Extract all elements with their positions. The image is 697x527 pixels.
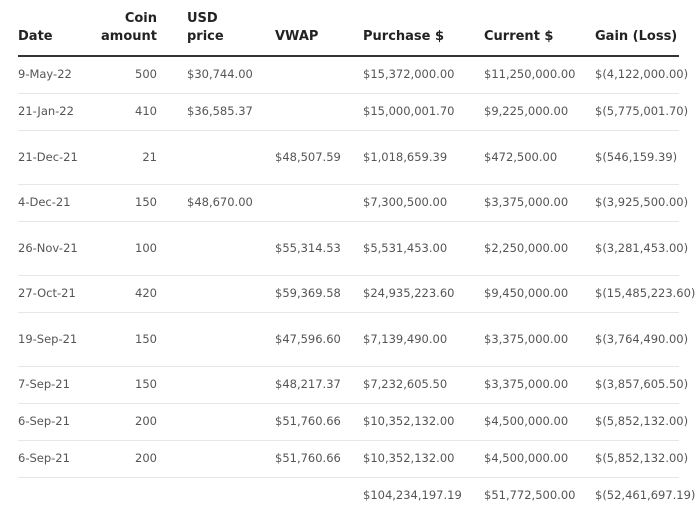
cell-current: $4,500,000.00	[450, 440, 568, 478]
header-current: Current $	[450, 0, 561, 57]
header-vwap: VWAP	[245, 0, 333, 57]
cell-coin-amount: 150	[80, 184, 157, 222]
cell-gain-loss: $(5,852,132.00)	[561, 403, 688, 441]
cell-date: 6-Sep-21	[18, 403, 80, 441]
header-usd-price: USD price	[157, 0, 245, 57]
cell-vwap: $55,314.53	[245, 221, 341, 276]
cell-coin-amount: 410	[80, 93, 157, 131]
cell-current: $2,250,000.00	[450, 221, 568, 276]
holdings-table-container: Date Coin amount USD price VWAP Purchase…	[18, 0, 696, 514]
table-row: 4-Dec-21 150 $48,670.00 $7,300,500.00 $3…	[18, 184, 688, 222]
table-row: 21-Dec-21 21 $48,507.59 $1,018,659.39 $4…	[18, 130, 679, 185]
table-row: 27-Oct-21 420 $59,369.58 $24,935,223.60 …	[18, 275, 695, 313]
total-purchase: $104,234,197.19	[363, 488, 462, 503]
cell-current: $3,375,000.00	[450, 184, 568, 222]
cell-gain-loss: $(3,764,490.00)	[561, 312, 688, 367]
cell-usd-price	[157, 221, 245, 276]
cell-coin-amount: 420	[80, 275, 157, 313]
cell-coin-amount: 200	[80, 440, 157, 478]
cell-date: 21-Jan-22	[18, 93, 80, 131]
cell-current: $3,375,000.00	[450, 312, 568, 367]
cell-gain-loss: $(5,852,132.00)	[561, 440, 688, 478]
cell-current: $9,225,000.00	[450, 93, 568, 131]
cell-usd-price	[157, 366, 245, 404]
table-row: 19-Sep-21 150 $47,596.60 $7,139,490.00 $…	[18, 312, 688, 367]
table-header-row: Date Coin amount USD price VWAP Purchase…	[18, 0, 679, 57]
cell-gain-loss: $(5,775,001.70)	[561, 93, 688, 131]
total-gain-loss: $(52,461,697.19)	[595, 488, 696, 503]
table-row: 9-May-22 500 $30,744.00 $15,372,000.00 $…	[18, 56, 688, 94]
cell-usd-empty	[157, 477, 245, 514]
cell-vwap: $48,217.37	[245, 366, 341, 404]
cell-purchase: $10,352,132.00	[333, 403, 454, 441]
cell-coin-empty	[80, 477, 157, 514]
cell-vwap	[245, 184, 333, 222]
cell-usd-price	[157, 312, 245, 367]
cell-date: 4-Dec-21	[18, 184, 80, 222]
cell-vwap: $51,760.66	[245, 403, 341, 441]
cell-date-empty	[18, 477, 80, 514]
table-row: 7-Sep-21 150 $48,217.37 $7,232,605.50 $3…	[18, 366, 688, 404]
cell-usd-price	[157, 130, 245, 185]
cell-vwap: $48,507.59	[245, 130, 341, 185]
cell-gain-loss: $(546,159.39)	[561, 130, 679, 185]
cell-usd-price	[157, 403, 245, 441]
cell-vwap: $47,596.60	[245, 312, 341, 367]
cell-date: 21-Dec-21	[18, 130, 80, 185]
cell-purchase: $10,352,132.00	[333, 440, 454, 478]
table-row: 6-Sep-21 200 $51,760.66 $10,352,132.00 $…	[18, 403, 688, 441]
cell-purchase: $1,018,659.39	[333, 130, 450, 185]
cell-purchase: $7,139,490.00	[333, 312, 450, 367]
table-row: 26-Nov-21 100 $55,314.53 $5,531,453.00 $…	[18, 221, 688, 276]
cell-purchase: $15,000,001.70	[333, 93, 454, 131]
cell-gain-loss: $(3,925,500.00)	[561, 184, 688, 222]
cell-gain-loss: $(3,281,453.00)	[561, 221, 688, 276]
cell-vwap: $51,760.66	[245, 440, 341, 478]
header-purchase: Purchase $	[333, 0, 450, 57]
cell-current: $9,450,000.00	[450, 275, 568, 313]
cell-purchase: $24,935,223.60	[333, 275, 454, 313]
cell-usd-price: $36,585.37	[157, 93, 253, 131]
cell-gain-loss: $(15,485,223.60)	[561, 275, 695, 313]
cell-gain-loss: $(3,857,605.50)	[561, 366, 688, 404]
cell-current: $4,500,000.00	[450, 403, 568, 441]
cell-coin-amount: 21	[80, 130, 157, 185]
cell-date: 6-Sep-21	[18, 440, 80, 478]
cell-usd-price: $30,744.00	[157, 56, 253, 94]
cell-vwap-empty	[245, 477, 333, 514]
cell-current: $3,375,000.00	[450, 366, 568, 404]
cell-coin-amount: 150	[80, 366, 157, 404]
totals-row: $104,234,197.19 $51,772,500.00 $(52,461,…	[18, 477, 696, 514]
total-current: $51,772,500.00	[484, 488, 576, 503]
cell-current: $11,250,000.00	[450, 56, 575, 94]
cell-vwap	[245, 56, 333, 94]
cell-vwap	[245, 93, 333, 131]
cell-coin-amount: 150	[80, 312, 157, 367]
cell-coin-amount: 500	[80, 56, 157, 94]
cell-usd-price	[157, 275, 245, 313]
cell-current: $472,500.00	[450, 130, 561, 185]
cell-purchase: $7,232,605.50	[333, 366, 450, 404]
header-coin-amount: Coin amount	[80, 0, 157, 57]
cell-date: 9-May-22	[18, 56, 80, 94]
cell-usd-price	[157, 440, 245, 478]
cell-date: 19-Sep-21	[18, 312, 80, 367]
table-row: 21-Jan-22 410 $36,585.37 $15,000,001.70 …	[18, 93, 688, 131]
holdings-table: Date Coin amount USD price VWAP Purchase…	[18, 0, 696, 514]
cell-purchase: $5,531,453.00	[333, 221, 450, 276]
cell-purchase: $15,372,000.00	[333, 56, 454, 94]
cell-vwap: $59,369.58	[245, 275, 341, 313]
cell-coin-amount: 200	[80, 403, 157, 441]
cell-usd-price: $48,670.00	[157, 184, 253, 222]
cell-date: 7-Sep-21	[18, 366, 80, 404]
cell-date: 26-Nov-21	[18, 221, 80, 276]
table-row: 6-Sep-21 200 $51,760.66 $10,352,132.00 $…	[18, 440, 688, 478]
header-gain-loss: Gain (Loss)	[561, 0, 679, 57]
cell-gain-loss: $(4,122,000.00)	[561, 56, 688, 94]
cell-date: 27-Oct-21	[18, 275, 80, 313]
cell-purchase: $7,300,500.00	[333, 184, 450, 222]
header-date: Date	[18, 0, 80, 57]
cell-coin-amount: 100	[80, 221, 157, 276]
